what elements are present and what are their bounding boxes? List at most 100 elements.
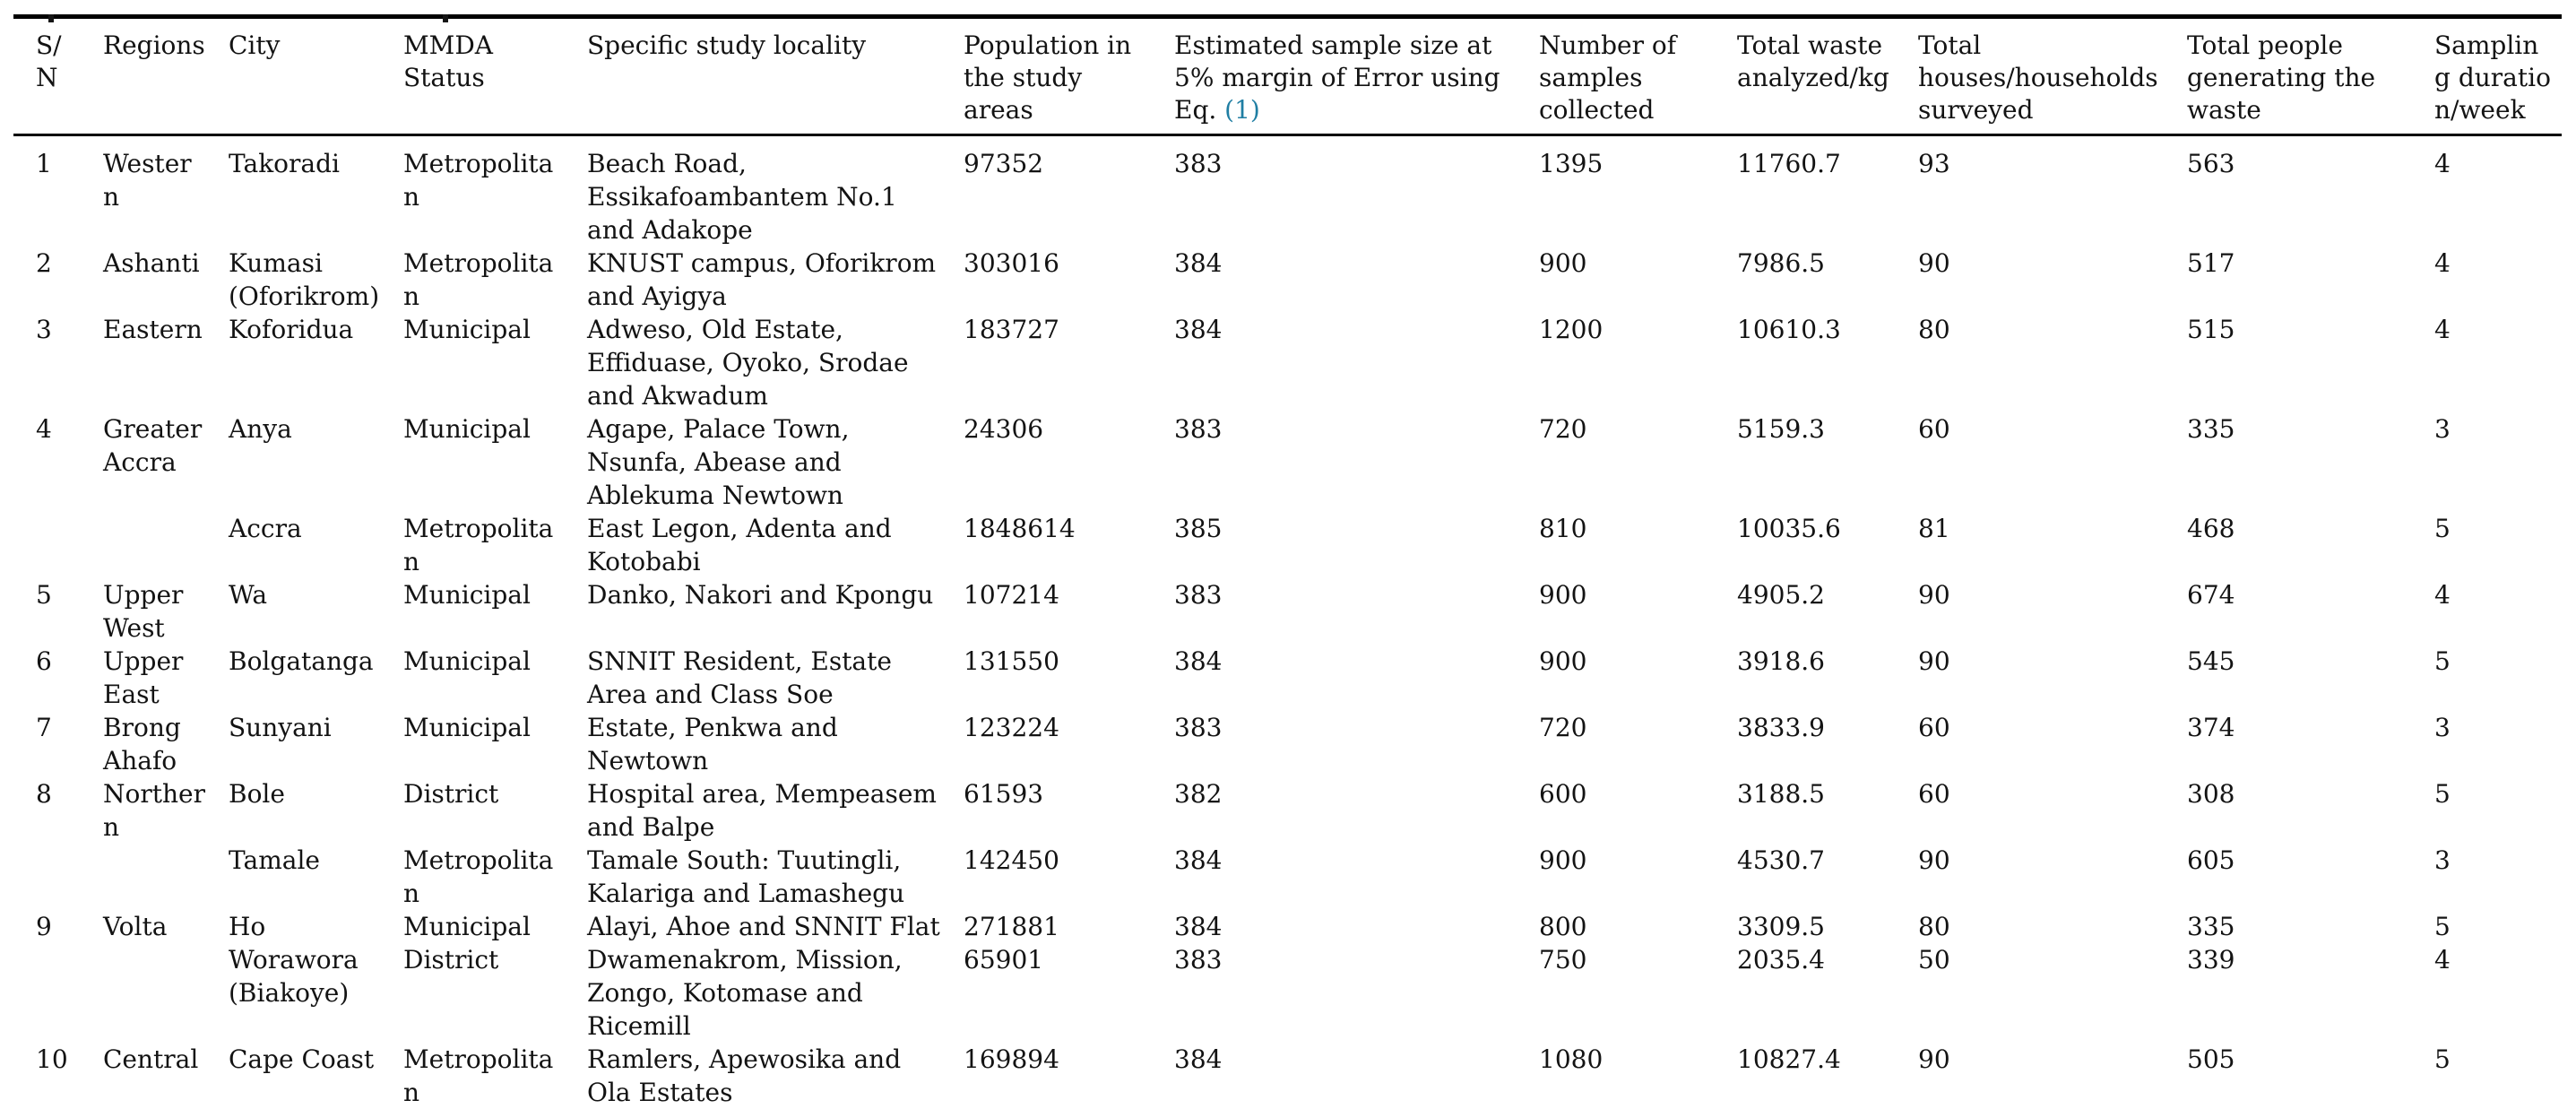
mmda-status-cell: Metropolitan [403, 247, 587, 313]
mmda-status-cell: Municipal [403, 578, 587, 645]
people-generating-cell: 374 [2187, 711, 2434, 777]
samples-collected-cell: 1395 [1539, 135, 1737, 247]
regions-cell [103, 512, 229, 578]
sn-cell: 5 [13, 578, 103, 645]
households-surveyed-cell: 60 [1918, 777, 2187, 844]
waste-analyzed-cell: 10827.4 [1737, 1043, 1918, 1109]
mmda-status-cell: Municipal [403, 910, 587, 943]
people-generating-cell: 468 [2187, 512, 2434, 578]
sampling-duration-cell: 5 [2434, 645, 2562, 711]
study-localities-table: S/N Regions City MMDA Status Specific st… [13, 14, 2562, 1109]
city-cell: Sunyani [229, 711, 403, 777]
samples-collected-cell: 1080 [1539, 1043, 1737, 1109]
population-cell: 123224 [964, 711, 1174, 777]
mmda-status-cell: Metropolitan [403, 135, 587, 247]
mmda-status-cell: District [403, 943, 587, 1043]
population-cell: 65901 [964, 943, 1174, 1043]
samples-collected-cell: 720 [1539, 711, 1737, 777]
sn-cell: 8 [13, 777, 103, 844]
waste-analyzed-cell: 11760.7 [1737, 135, 1918, 247]
regions-cell: Greater Accra [103, 412, 229, 512]
waste-analyzed-cell: 10035.6 [1737, 512, 1918, 578]
regions-cell: Central [103, 1043, 229, 1109]
waste-analyzed-cell: 5159.3 [1737, 412, 1918, 512]
locality-cell: Danko, Nakori and Kpongu [587, 578, 964, 645]
sn-cell: 1 [13, 135, 103, 247]
regions-cell: Upper East [103, 645, 229, 711]
regions-cell: Western [103, 135, 229, 247]
eq-1-link[interactable]: (1) [1224, 95, 1260, 125]
waste-analyzed-cell: 4905.2 [1737, 578, 1918, 645]
regions-cell: Volta [103, 910, 229, 943]
population-cell: 131550 [964, 645, 1174, 711]
samples-collected-cell: 600 [1539, 777, 1737, 844]
locality-cell: Alayi, Ahoe and SNNIT Flat [587, 910, 964, 943]
waste-analyzed-cell: 3833.9 [1737, 711, 1918, 777]
col-header-city: City [229, 17, 403, 135]
city-cell: Ho [229, 910, 403, 943]
sample-size-cell: 384 [1174, 910, 1539, 943]
sample-size-cell: 384 [1174, 844, 1539, 910]
households-surveyed-cell: 90 [1918, 844, 2187, 910]
people-generating-cell: 335 [2187, 412, 2434, 512]
locality-cell: Beach Road, Essikafoambantem No.1 and Ad… [587, 135, 964, 247]
waste-analyzed-cell: 3188.5 [1737, 777, 1918, 844]
people-generating-cell: 515 [2187, 313, 2434, 412]
people-generating-cell: 674 [2187, 578, 2434, 645]
sample-size-cell: 383 [1174, 578, 1539, 645]
clipped-caption-fragment [443, 14, 448, 22]
samples-collected-cell: 900 [1539, 247, 1737, 313]
col-header-regions: Regions [103, 17, 229, 135]
col-header-sampling-duration: Sampling duration/week [2434, 17, 2562, 135]
sn-cell: 7 [13, 711, 103, 777]
city-cell: Koforidua [229, 313, 403, 412]
people-generating-cell: 505 [2187, 1043, 2434, 1109]
col-header-population: Population in the study areas [964, 17, 1174, 135]
sampling-duration-cell: 4 [2434, 135, 2562, 247]
sample-size-cell: 384 [1174, 1043, 1539, 1109]
table-header: S/N Regions City MMDA Status Specific st… [13, 17, 2562, 135]
sn-cell: 10 [13, 1043, 103, 1109]
mmda-status-cell: Metropolitan [403, 512, 587, 578]
sampling-duration-cell: 4 [2434, 578, 2562, 645]
population-cell: 303016 [964, 247, 1174, 313]
regions-cell [103, 943, 229, 1043]
households-surveyed-cell: 90 [1918, 578, 2187, 645]
col-header-locality: Specific study locality [587, 17, 964, 135]
mmda-status-cell: Metropolitan [403, 844, 587, 910]
waste-analyzed-cell: 4530.7 [1737, 844, 1918, 910]
city-cell: Accra [229, 512, 403, 578]
mmda-status-cell: Metropolitan [403, 1043, 587, 1109]
locality-cell: East Legon, Adenta and Kotobabi [587, 512, 964, 578]
city-cell: Bolgatanga [229, 645, 403, 711]
locality-cell: Dwamenakrom, Mission, Zongo, Kotomase an… [587, 943, 964, 1043]
samples-collected-cell: 750 [1539, 943, 1737, 1043]
population-cell: 183727 [964, 313, 1174, 412]
city-cell: Bole [229, 777, 403, 844]
people-generating-cell: 339 [2187, 943, 2434, 1043]
waste-analyzed-cell: 3918.6 [1737, 645, 1918, 711]
col-header-sample-size: Estimated sample size at 5% margin of Er… [1174, 17, 1539, 135]
population-cell: 142450 [964, 844, 1174, 910]
samples-collected-cell: 1200 [1539, 313, 1737, 412]
locality-cell: KNUST campus, Oforikrom and Ayigya [587, 247, 964, 313]
waste-analyzed-cell: 7986.5 [1737, 247, 1918, 313]
samples-collected-cell: 900 [1539, 844, 1737, 910]
sampling-duration-cell: 4 [2434, 943, 2562, 1043]
samples-collected-cell: 810 [1539, 512, 1737, 578]
city-cell: Takoradi [229, 135, 403, 247]
sampling-duration-cell: 3 [2434, 711, 2562, 777]
waste-analyzed-cell: 2035.4 [1737, 943, 1918, 1043]
locality-cell: SNNIT Resident, Estate Area and Class So… [587, 645, 964, 711]
waste-analyzed-cell: 3309.5 [1737, 910, 1918, 943]
locality-cell: Hospital area, Mempeasem and Balpe [587, 777, 964, 844]
regions-cell: Eastern [103, 313, 229, 412]
paper-table-page: S/N Regions City MMDA Status Specific st… [0, 14, 2576, 991]
households-surveyed-cell: 90 [1918, 1043, 2187, 1109]
population-cell: 271881 [964, 910, 1174, 943]
